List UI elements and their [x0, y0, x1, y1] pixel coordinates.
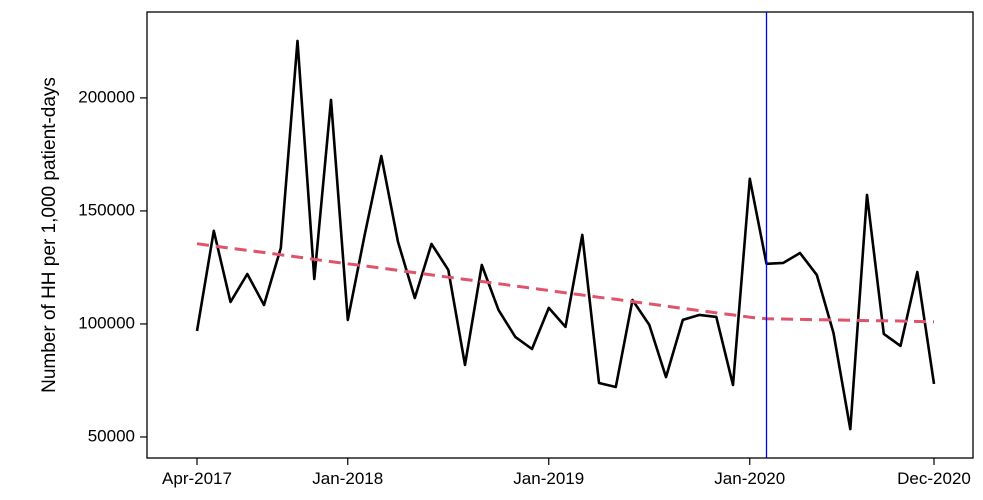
series-line: [195, 39, 936, 431]
x-tick-label: Jan-2018: [312, 469, 383, 488]
plot-frame: [146, 11, 974, 459]
y-axis-label: Number of HH per 1,000 patient-days: [39, 77, 60, 393]
x-tick-label: Jan-2020: [714, 469, 785, 488]
y-tick-label: 100000: [78, 313, 135, 332]
series-line: [196, 242, 935, 324]
y-tick-label: 200000: [78, 87, 135, 106]
x-tick-label: Dec-2020: [897, 469, 971, 488]
y-tick-label: 150000: [78, 200, 135, 219]
x-tick-label: Apr-2017: [162, 469, 232, 488]
y-tick-label: 50000: [88, 426, 135, 445]
x-tick-label: Jan-2019: [513, 469, 584, 488]
